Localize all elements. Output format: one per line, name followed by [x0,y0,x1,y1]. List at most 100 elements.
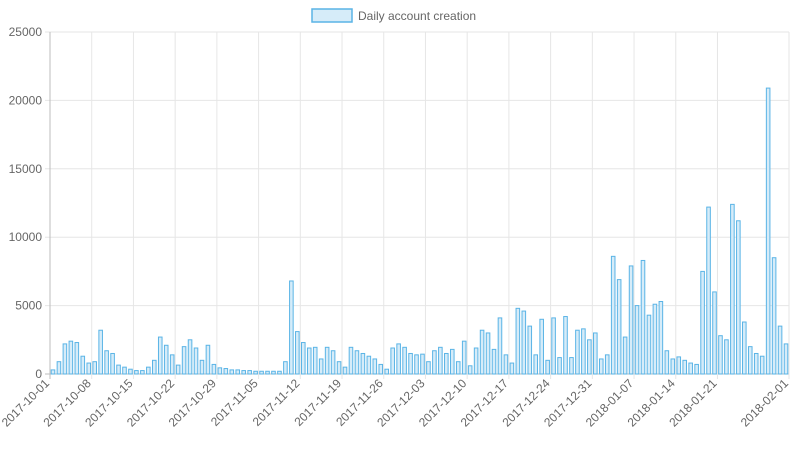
bar[interactable] [104,350,109,375]
bar[interactable] [277,370,282,375]
bar[interactable] [134,370,139,375]
bar[interactable] [747,346,753,375]
bar[interactable] [783,343,789,375]
bar[interactable] [587,339,592,375]
bar[interactable] [551,317,556,375]
bar[interactable] [110,352,115,375]
bar[interactable] [146,366,151,375]
bar[interactable] [378,363,384,375]
bar[interactable] [92,361,97,375]
bar[interactable] [670,358,676,375]
bar[interactable] [467,365,473,375]
bar[interactable] [241,370,246,375]
bar[interactable] [86,362,92,375]
bar[interactable] [682,359,687,375]
bar[interactable] [384,368,390,375]
bar[interactable] [354,350,360,375]
bar[interactable] [74,342,80,375]
bar[interactable] [372,358,378,375]
bar[interactable] [736,220,741,375]
bar[interactable] [80,355,86,375]
bar[interactable] [336,361,342,375]
bar[interactable] [271,370,276,375]
bar[interactable] [598,358,604,375]
bar[interactable] [765,87,771,375]
bar[interactable] [205,344,211,375]
bar[interactable] [128,368,133,375]
bar[interactable] [569,357,574,375]
bar[interactable] [318,358,324,375]
bar[interactable] [634,305,640,375]
bar[interactable] [759,355,765,375]
bar[interactable] [461,340,467,375]
bar[interactable] [449,348,455,375]
bar[interactable] [324,346,330,375]
bar[interactable] [152,359,157,375]
bar[interactable] [402,346,407,375]
bar[interactable] [688,362,693,375]
bar[interactable] [247,370,252,375]
bar[interactable] [62,343,68,375]
bar[interactable] [295,331,300,375]
bar[interactable] [181,346,187,375]
bar[interactable] [610,255,616,375]
bar[interactable] [259,370,264,375]
bar[interactable] [330,350,336,375]
bar[interactable] [640,259,646,375]
bar[interactable] [658,301,664,375]
bar[interactable] [187,339,193,375]
bar[interactable] [545,359,550,375]
bar[interactable] [664,350,670,375]
bar[interactable] [312,346,318,375]
bar[interactable] [712,291,717,375]
bar[interactable] [169,354,175,375]
bar[interactable] [497,317,503,375]
bar[interactable] [157,336,163,375]
bar[interactable] [694,363,699,375]
bar[interactable] [289,280,294,375]
bar[interactable] [426,361,431,375]
bar[interactable] [211,363,217,375]
bar[interactable] [116,364,121,375]
bar[interactable] [360,352,366,375]
bar[interactable] [301,342,306,375]
bar[interactable] [455,361,461,375]
bar[interactable] [229,369,235,375]
bar[interactable] [253,370,258,375]
bar[interactable] [616,279,622,375]
bar[interactable] [593,332,598,375]
bar[interactable] [390,347,395,375]
bar[interactable] [533,354,539,375]
bar[interactable] [438,346,443,375]
bar[interactable] [396,343,401,375]
bar[interactable] [604,354,610,375]
bar[interactable] [509,362,515,375]
bar[interactable] [652,303,658,375]
bar[interactable] [575,329,580,375]
bar[interactable] [199,359,205,375]
bar[interactable] [771,257,777,375]
bar[interactable] [217,367,223,375]
bar[interactable] [646,314,652,375]
bar[interactable] [730,203,735,375]
bar[interactable] [539,318,544,375]
bar[interactable] [473,347,479,375]
bar[interactable] [420,353,425,375]
bar[interactable] [50,369,56,375]
bar[interactable] [777,325,783,375]
bar[interactable] [676,356,682,375]
bar[interactable] [235,369,241,375]
bar[interactable] [414,354,419,375]
bar[interactable] [628,265,634,375]
bar[interactable] [163,344,169,375]
bar[interactable] [557,357,562,375]
bar[interactable] [753,352,759,375]
bar[interactable] [98,329,103,375]
bar[interactable] [706,206,711,375]
bar[interactable] [444,352,449,375]
bar[interactable] [223,368,229,375]
bar[interactable] [193,347,199,375]
bar[interactable] [724,339,729,375]
bar[interactable] [432,350,437,375]
bar[interactable] [491,348,497,375]
